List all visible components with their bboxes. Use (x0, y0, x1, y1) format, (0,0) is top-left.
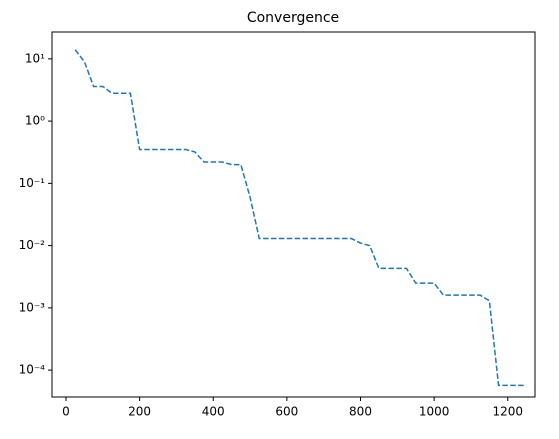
y-tick-label: 10¹ (25, 51, 45, 65)
y-tick-label: 10⁻⁴ (19, 363, 46, 377)
y-tick-label: 10⁻² (19, 238, 46, 252)
x-tick-label: 1200 (492, 405, 523, 419)
x-tick-label: 200 (128, 405, 151, 419)
y-tick-label: 10⁻³ (19, 300, 46, 314)
axes-frame (51, 31, 536, 398)
x-tick-label: 800 (349, 405, 372, 419)
x-tick-label: 0 (62, 405, 70, 419)
chart-title: Convergence (247, 10, 339, 26)
y-tick-label: 10⁻¹ (19, 176, 46, 190)
x-tick-label: 400 (202, 405, 225, 419)
x-tick-label: 600 (275, 405, 298, 419)
y-tick-label: 10⁰ (25, 114, 45, 128)
data-line (74, 49, 527, 387)
x-tick-label: 1000 (419, 405, 450, 419)
